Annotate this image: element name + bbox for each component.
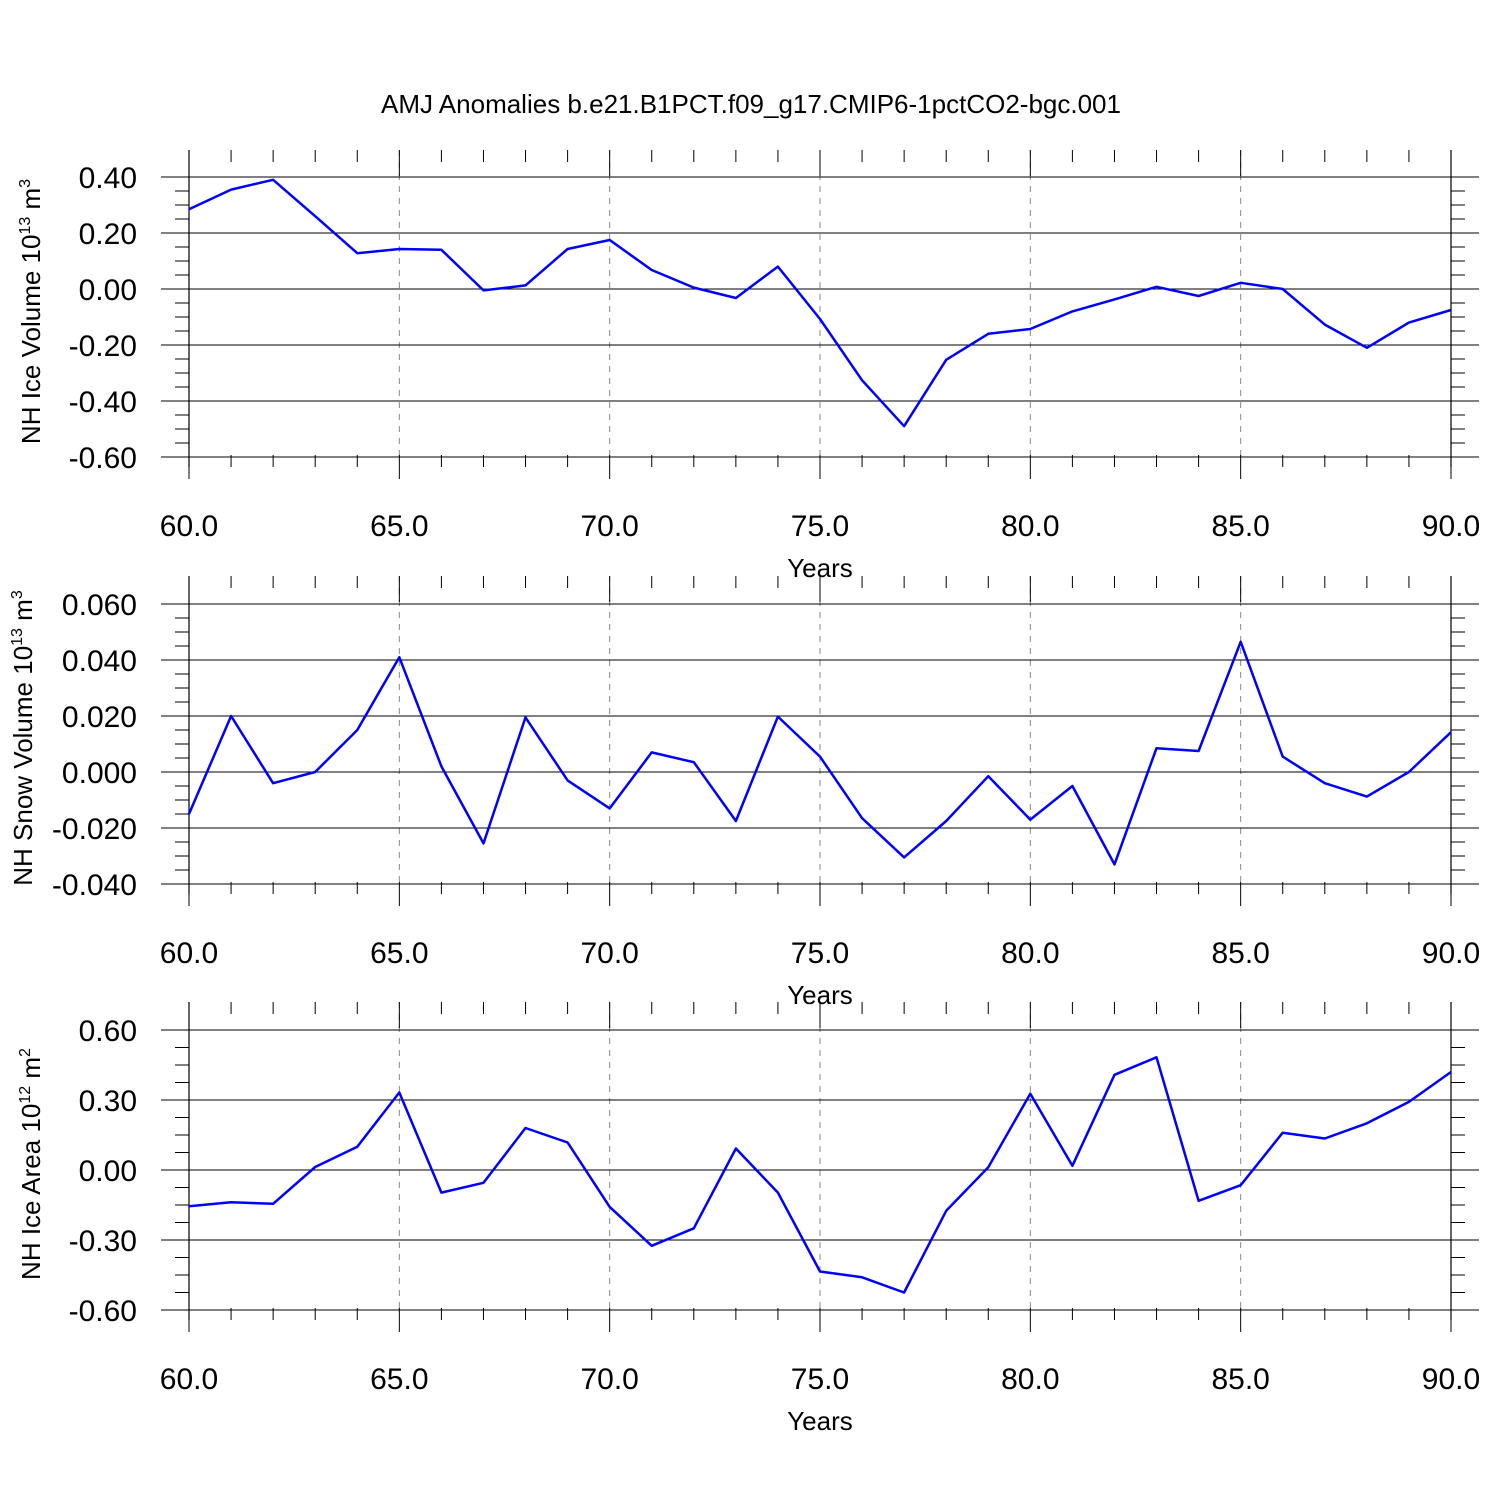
y-tick-label: -0.60 xyxy=(69,442,137,475)
y-axis-label: NH Ice Area 1012 m2 xyxy=(16,1048,46,1280)
y-tick-label: -0.020 xyxy=(52,813,137,846)
x-tick-label: 75.0 xyxy=(791,937,849,970)
x-tick-label: 80.0 xyxy=(1001,937,1059,970)
x-tick-label: 60.0 xyxy=(160,937,218,970)
x-tick-label: 90.0 xyxy=(1422,937,1480,970)
y-tick-label: -0.20 xyxy=(69,330,137,363)
x-tick-label: 75.0 xyxy=(791,510,849,543)
x-tick-label: 90.0 xyxy=(1422,1363,1480,1396)
y-tick-label: -0.60 xyxy=(69,1295,137,1328)
series-line xyxy=(187,640,1452,866)
x-tick-label: 90.0 xyxy=(1422,510,1480,543)
y-tick-label: 0.060 xyxy=(62,589,137,622)
y-tick-label: 0.00 xyxy=(79,1155,137,1188)
y-tick-label: 0.040 xyxy=(62,645,137,678)
y-tick-label: 0.00 xyxy=(79,274,137,307)
y-axis-label: NH Snow Volume 1013 m3 xyxy=(8,590,38,886)
x-tick-label: 70.0 xyxy=(580,1363,638,1396)
y-tick-label: -0.40 xyxy=(69,386,137,419)
x-tick-label: 85.0 xyxy=(1211,937,1269,970)
x-tick-label: 65.0 xyxy=(370,510,428,543)
x-tick-label: 75.0 xyxy=(791,1363,849,1396)
x-tick-label: 60.0 xyxy=(160,510,218,543)
y-tick-label: 0.40 xyxy=(79,162,137,195)
series-line xyxy=(188,1056,1452,1294)
y-tick-label: 0.60 xyxy=(79,1015,137,1048)
y-tick-label: -0.30 xyxy=(69,1225,137,1258)
x-tick-label: 65.0 xyxy=(370,937,428,970)
x-tick-label: 85.0 xyxy=(1211,1363,1269,1396)
x-tick-label: 60.0 xyxy=(160,1363,218,1396)
y-tick-label: 0.020 xyxy=(62,701,137,734)
x-tick-label: 70.0 xyxy=(580,510,638,543)
panel-1: -0.60 -0.40 -0.20 0.00 0.20 0.40 60.0 65.0 70.0 7… xyxy=(16,150,1480,583)
x-tick-label: 65.0 xyxy=(370,1363,428,1396)
x-tick-label: 80.0 xyxy=(1001,510,1059,543)
x-tick-label: 80.0 xyxy=(1001,1363,1059,1396)
y-axis-label: NH Ice Volume 1013 m3 xyxy=(16,179,46,444)
y-tick-label: 0.20 xyxy=(79,218,137,251)
x-tick-label: 70.0 xyxy=(580,937,638,970)
y-tick-label: 0.000 xyxy=(62,757,137,790)
series-line xyxy=(188,178,1452,428)
y-tick-label: 0.30 xyxy=(79,1085,137,1118)
chart-title: AMJ Anomalies b.e21.B1PCT.f09_g17.CMIP6-… xyxy=(381,89,1121,119)
x-axis-label: Years xyxy=(787,1406,853,1436)
y-tick-label: -0.040 xyxy=(52,869,137,902)
panel-3: -0.60 -0.30 0.00 0.30 0.60 60.0 65.0 70.0 75.0 80… xyxy=(16,1002,1480,1436)
panel-2: -0.040 -0.020 0.000 0.020 0.040 0.060 60.0 65.0… xyxy=(8,576,1480,1010)
x-tick-label: 85.0 xyxy=(1211,510,1269,543)
